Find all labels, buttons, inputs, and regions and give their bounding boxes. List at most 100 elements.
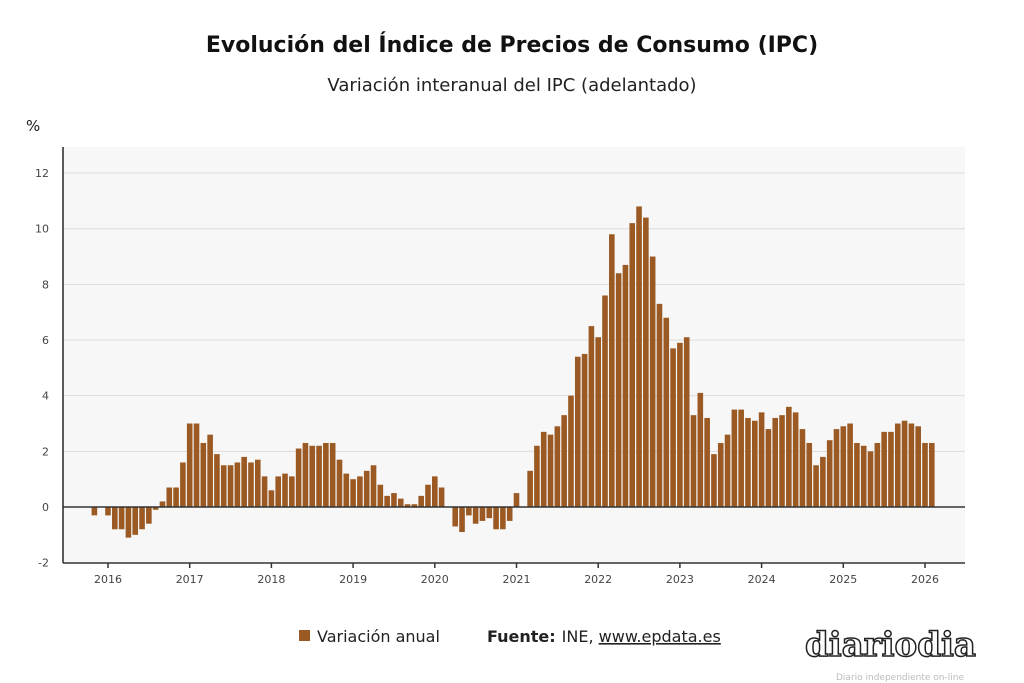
bar bbox=[282, 473, 288, 507]
legend-label: Variación anual bbox=[317, 627, 440, 646]
x-tick-label: 2022 bbox=[584, 573, 612, 586]
x-tick-label: 2020 bbox=[421, 573, 449, 586]
source-link[interactable]: www.epdata.es bbox=[599, 627, 721, 646]
bar bbox=[745, 417, 751, 507]
bar bbox=[309, 445, 316, 507]
bar bbox=[765, 429, 772, 507]
bar bbox=[139, 507, 145, 530]
x-tick-label: 2021 bbox=[503, 573, 531, 586]
bar bbox=[874, 442, 881, 507]
bar bbox=[363, 470, 370, 507]
bar bbox=[248, 462, 254, 507]
bar bbox=[152, 507, 159, 510]
bar bbox=[758, 412, 765, 507]
bar bbox=[323, 442, 329, 507]
bar bbox=[241, 456, 247, 507]
bar bbox=[547, 434, 554, 507]
bar bbox=[595, 337, 601, 507]
source-text: INE, bbox=[562, 627, 599, 646]
bar bbox=[506, 507, 513, 521]
x-tick-label: 2017 bbox=[176, 573, 204, 586]
bar bbox=[166, 487, 173, 507]
bar bbox=[534, 445, 540, 507]
bar bbox=[704, 417, 710, 507]
watermark-tagline: Diario independiente on-line bbox=[836, 673, 964, 683]
y-tick-label: 2 bbox=[42, 445, 49, 458]
bar bbox=[268, 490, 275, 507]
bar bbox=[180, 462, 186, 507]
bar bbox=[636, 206, 642, 507]
bar bbox=[295, 448, 302, 507]
bar bbox=[622, 264, 629, 507]
bar bbox=[677, 342, 683, 507]
bar bbox=[377, 484, 384, 507]
bar bbox=[289, 476, 295, 507]
bar bbox=[493, 507, 499, 530]
bar bbox=[336, 459, 343, 507]
bar bbox=[888, 431, 894, 507]
bar bbox=[649, 256, 656, 507]
bar bbox=[200, 442, 207, 507]
bar bbox=[588, 326, 595, 507]
bar bbox=[840, 426, 847, 507]
bar bbox=[370, 465, 377, 507]
bar bbox=[125, 507, 132, 538]
bar bbox=[384, 495, 390, 507]
bar bbox=[799, 429, 806, 507]
bar bbox=[717, 442, 724, 507]
x-tick-label: 2025 bbox=[829, 573, 857, 586]
chart-title: Evolución del Índice de Precios de Consu… bbox=[206, 32, 818, 58]
y-axis-label: % bbox=[26, 117, 40, 135]
bar bbox=[432, 476, 438, 507]
bar bbox=[486, 507, 493, 519]
x-tick-label: 2019 bbox=[339, 573, 367, 586]
bar bbox=[350, 479, 356, 507]
bar bbox=[527, 470, 533, 507]
bar bbox=[929, 442, 935, 507]
y-tick-label: 6 bbox=[42, 334, 49, 347]
bar bbox=[738, 409, 744, 507]
bar bbox=[901, 420, 908, 507]
x-tick-label: 2024 bbox=[748, 573, 776, 586]
bar bbox=[329, 442, 336, 507]
bar bbox=[261, 476, 268, 507]
bar bbox=[656, 303, 663, 507]
bar bbox=[711, 454, 717, 507]
bar bbox=[786, 406, 792, 507]
bar bbox=[867, 451, 874, 507]
y-tick-label: 4 bbox=[42, 390, 49, 403]
bar bbox=[227, 465, 234, 507]
bar bbox=[568, 395, 574, 507]
bar bbox=[663, 317, 670, 507]
bar bbox=[561, 415, 567, 507]
bar bbox=[779, 415, 785, 507]
legend-swatch bbox=[299, 630, 310, 641]
y-tick-label: 0 bbox=[42, 501, 49, 514]
bar bbox=[159, 501, 166, 507]
bar bbox=[833, 429, 840, 507]
bar bbox=[500, 507, 506, 530]
chart-subtitle: Variación interanual del IPC (adelantado… bbox=[327, 75, 696, 96]
bar bbox=[466, 507, 472, 516]
y-tick-label: 8 bbox=[42, 278, 49, 291]
legend: Variación anual Fuente: INE, www.epdata.e… bbox=[299, 627, 721, 646]
x-tick-label: 2023 bbox=[666, 573, 694, 586]
bar bbox=[772, 417, 779, 507]
bar bbox=[220, 465, 227, 507]
bar bbox=[554, 426, 561, 507]
bar bbox=[411, 504, 418, 507]
bar bbox=[193, 423, 200, 507]
bar bbox=[459, 507, 465, 533]
source-label: Fuente: bbox=[487, 627, 556, 646]
bar bbox=[425, 484, 431, 507]
bar bbox=[472, 507, 479, 524]
bar bbox=[922, 442, 928, 507]
bar bbox=[615, 273, 622, 507]
bar bbox=[643, 217, 649, 507]
bar bbox=[908, 423, 915, 507]
bar bbox=[357, 476, 363, 507]
bar bbox=[609, 234, 615, 508]
bar bbox=[690, 415, 697, 507]
bar bbox=[404, 504, 411, 507]
